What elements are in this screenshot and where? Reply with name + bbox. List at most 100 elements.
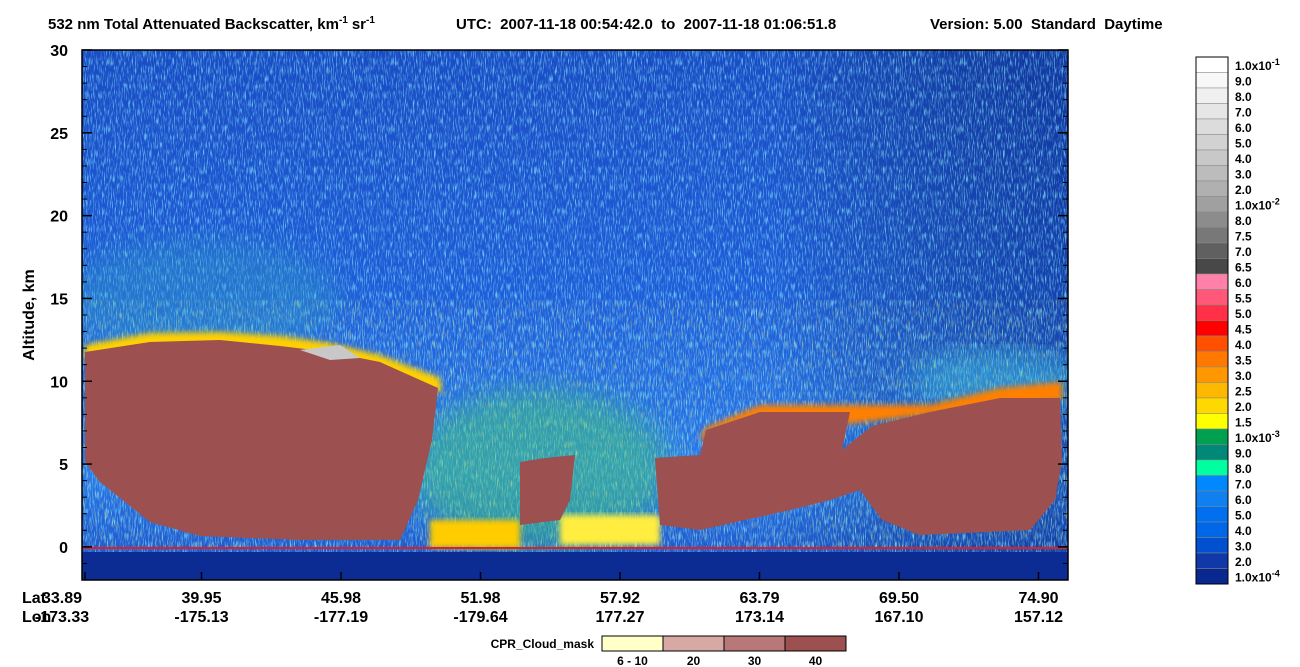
- colorbar-box: [1195, 289, 1229, 306]
- title-version: Version: 5.00 Standard Daytime: [930, 16, 1163, 33]
- surface-aerosol: [430, 520, 520, 548]
- x-tick-label: 45.98: [321, 590, 361, 607]
- colorbar-box: [1195, 444, 1229, 461]
- colorbar-label: 9.0: [1235, 74, 1252, 88]
- y-tick-label: 10: [50, 374, 68, 391]
- colorbar-box: [1195, 459, 1229, 476]
- colorbar-box: [1195, 211, 1229, 228]
- colorbar-box: [1195, 273, 1229, 290]
- colorbar-label-mantissa: 1.0x10: [1235, 431, 1272, 445]
- colorbar-box: [1195, 72, 1229, 89]
- x-tick-label: 33.89: [42, 590, 82, 607]
- colorbar-label: 4.0: [1235, 338, 1252, 352]
- x-tick-label: -175.13: [174, 609, 228, 626]
- x-tick-label: -179.64: [453, 609, 507, 626]
- colorbar-box: [1195, 521, 1229, 538]
- subsurface: [82, 552, 1068, 580]
- colorbar-box: [1195, 382, 1229, 399]
- title-unit: sr: [352, 16, 366, 33]
- colorbar-box: [1195, 242, 1229, 259]
- cloud-mask-box: [784, 635, 847, 652]
- colorbar-label: 3.0: [1235, 369, 1252, 383]
- x-tick-label: 51.98: [460, 590, 500, 607]
- colorbar-box: [1195, 134, 1229, 151]
- cloud-bright-top: [300, 345, 360, 360]
- title-exponent: -1: [366, 15, 375, 26]
- y-tick-label: 30: [50, 43, 68, 60]
- colorbar-label-exponent: -4: [1272, 568, 1280, 578]
- cloud-mask: [655, 398, 1062, 535]
- colorbar-box: [1195, 490, 1229, 507]
- colorbar-box: [1195, 537, 1229, 554]
- colorbar-box: [1195, 258, 1229, 275]
- colorbar-label: 5.0: [1235, 508, 1252, 522]
- cloud-mask-box: [723, 635, 786, 652]
- colorbar-box: [1195, 56, 1229, 73]
- colorbar-box: [1195, 103, 1229, 120]
- y-tick-label: 15: [50, 291, 68, 308]
- colorbar-box: [1195, 320, 1229, 337]
- colorbar-box: [1195, 180, 1229, 197]
- colorbar-label: 7.5: [1235, 229, 1252, 243]
- colorbar-label: 9.0: [1235, 446, 1252, 460]
- colorbar-box: [1195, 428, 1229, 445]
- colorbar-box: [1195, 87, 1229, 104]
- colorbar-label: 1.0x10-2: [1235, 196, 1280, 212]
- x-tick-label: -173.33: [35, 609, 89, 626]
- x-tick-label: 173.14: [735, 609, 784, 626]
- title-exponent: -1: [339, 15, 348, 26]
- colorbar-label: 6.0: [1235, 493, 1252, 507]
- surface-aerosol: [560, 515, 660, 545]
- x-tick-label: 69.50: [879, 590, 919, 607]
- colorbar-label-exponent: -3: [1272, 429, 1280, 439]
- colorbar-box: [1195, 506, 1229, 523]
- colorbar-label-mantissa: 1.0x10: [1235, 59, 1272, 73]
- y-tick-label: 0: [59, 540, 68, 557]
- colorbar-box: [1195, 397, 1229, 414]
- curtain: [82, 50, 1068, 580]
- colorbar-label: 2.5: [1235, 384, 1252, 398]
- colorbar-label-exponent: -2: [1272, 196, 1280, 206]
- cloud-mask: [85, 340, 438, 540]
- x-tick-label: 74.90: [1018, 590, 1058, 607]
- colorbar-label: 4.0: [1235, 152, 1252, 166]
- colorbar-label: 1.5: [1235, 415, 1252, 429]
- colorbar-label: 8.0: [1235, 462, 1252, 476]
- colorbar-label-exponent: -1: [1272, 57, 1280, 67]
- cloud-mask-title: CPR_Cloud_mask: [491, 637, 595, 651]
- colorbar-label: 5.5: [1235, 291, 1252, 305]
- cloud-mask-label: 20: [687, 654, 701, 667]
- colorbar-label: 6.0: [1235, 276, 1252, 290]
- colorbar-label-mantissa: 1.0x10: [1235, 570, 1272, 584]
- colorbar-label: 6.0: [1235, 121, 1252, 135]
- colorbar-label: 4.0: [1235, 524, 1252, 538]
- colorbar-box: [1195, 552, 1229, 569]
- colorbar-label: 7.0: [1235, 105, 1252, 119]
- x-row-label: Lon: [22, 609, 51, 626]
- title-utc: UTC: 2007-11-18 00:54:42.0 to 2007-11-18…: [456, 16, 836, 33]
- colorbar-label: 3.0: [1235, 539, 1252, 553]
- chart-title: 532 nm Total Attenuated Backscatter, km-…: [48, 15, 375, 33]
- colorbar-label: 6.5: [1235, 260, 1252, 274]
- colorbar-label: 2.0: [1235, 183, 1252, 197]
- colorbar-label: 3.5: [1235, 353, 1252, 367]
- cloud-mask-label: 6 - 10: [617, 654, 648, 667]
- colorbar-frame: [1195, 56, 1229, 585]
- colorbar-box: [1195, 165, 1229, 182]
- colorbar: 1.0x10-19.08.07.06.05.04.03.02.01.0x10-2…: [1195, 56, 1280, 585]
- x-tick-label: 63.79: [739, 590, 779, 607]
- colorbar-box: [1195, 475, 1229, 492]
- y-tick-label: 25: [50, 126, 68, 143]
- x-tick-label: 167.10: [875, 609, 924, 626]
- colorbar-box: [1195, 304, 1229, 321]
- colorbar-box: [1195, 413, 1229, 430]
- colorbar-label: 3.0: [1235, 167, 1252, 181]
- colorbar-label: 1.0x10-1: [1235, 57, 1280, 73]
- colorbar-box: [1195, 196, 1229, 213]
- cloud-mask: [520, 455, 575, 525]
- cloud-mask-label: 40: [809, 654, 823, 667]
- colorbar-label-mantissa: 1.0x10: [1235, 198, 1272, 212]
- colorbar-box: [1195, 568, 1229, 585]
- y-tick-label: 5: [59, 457, 68, 474]
- colorbar-label: 8.0: [1235, 90, 1252, 104]
